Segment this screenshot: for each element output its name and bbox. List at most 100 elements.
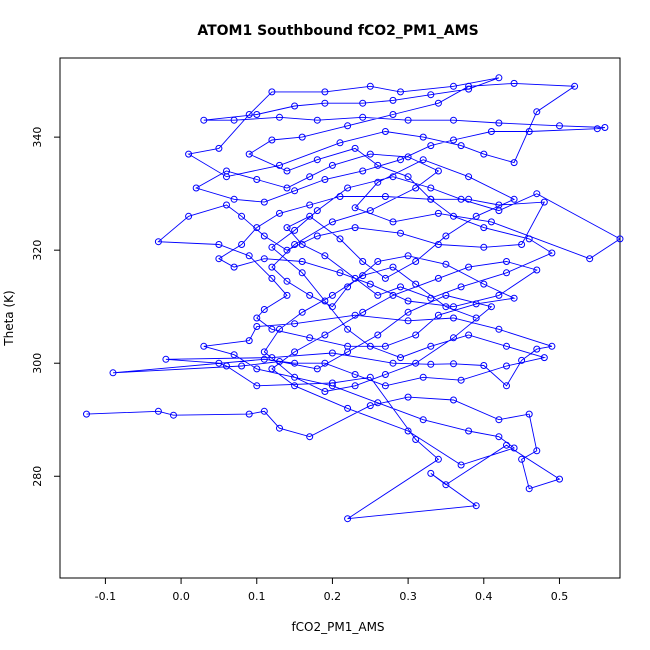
data-point <box>465 427 473 435</box>
data-point <box>465 195 473 203</box>
data-point <box>268 354 276 362</box>
x-tick-label: 0.0 <box>172 590 190 603</box>
data-point <box>434 209 442 217</box>
data-point <box>283 277 291 285</box>
data-point <box>215 359 223 367</box>
data-point <box>344 122 352 130</box>
data-point <box>230 351 238 359</box>
data-point <box>328 303 336 311</box>
data-point <box>306 212 314 220</box>
data-point <box>283 184 291 192</box>
data-point <box>192 184 200 192</box>
data-point <box>374 161 382 169</box>
data-point <box>321 176 329 183</box>
data-point <box>381 382 389 390</box>
data-point <box>313 232 321 240</box>
data-point <box>525 235 533 243</box>
y-axis: 280 300 320 340 <box>31 127 60 487</box>
data-point <box>366 280 374 288</box>
data-point <box>283 291 291 299</box>
data-point <box>412 184 420 192</box>
data-point <box>601 124 609 131</box>
data-point <box>465 263 473 271</box>
data-point <box>374 178 382 186</box>
data-point <box>495 416 503 424</box>
data-point <box>480 243 488 251</box>
data-point <box>427 469 435 477</box>
data-point <box>487 303 495 311</box>
data-point <box>397 156 404 164</box>
data-point <box>306 173 314 181</box>
data-point <box>260 232 268 240</box>
data-point <box>419 133 427 141</box>
data-point <box>457 283 465 291</box>
data-point <box>215 144 223 152</box>
data-point <box>374 258 382 265</box>
data-point <box>344 348 352 356</box>
data-point <box>404 317 412 325</box>
data-point <box>442 232 450 240</box>
data-point <box>154 407 162 415</box>
data-point <box>291 187 299 195</box>
data-point <box>185 150 193 158</box>
y-axis-label: Theta (K) <box>2 290 16 346</box>
data-point <box>268 136 276 144</box>
data-point <box>109 369 117 377</box>
data-point <box>457 376 465 384</box>
data-point <box>223 201 230 209</box>
data-point <box>389 173 397 181</box>
data-point <box>260 255 268 263</box>
data-point <box>510 195 518 203</box>
data-point <box>495 207 503 215</box>
data-point <box>321 252 329 260</box>
data-point <box>503 342 510 350</box>
x-tick-label: 0.5 <box>551 590 569 603</box>
data-point <box>230 116 238 124</box>
data-point <box>442 303 450 311</box>
data-point <box>291 382 299 390</box>
data-point <box>548 249 556 257</box>
data-point <box>465 173 473 181</box>
data-point <box>306 201 314 209</box>
plot-frame <box>59 57 621 579</box>
data-point <box>381 128 389 135</box>
data-point <box>495 119 503 127</box>
data-point <box>450 82 457 90</box>
data-point <box>268 325 276 333</box>
data-point <box>321 359 329 367</box>
data-point <box>253 382 261 390</box>
data-point <box>412 280 420 288</box>
data-point <box>518 241 526 248</box>
data-point <box>291 241 299 248</box>
data-point <box>427 184 435 192</box>
data-point <box>397 283 404 291</box>
data-point <box>495 433 503 441</box>
data-point <box>351 274 359 282</box>
data-point <box>533 266 541 274</box>
data-point <box>556 475 563 483</box>
data-point <box>351 204 359 212</box>
data-point <box>503 258 510 265</box>
data-point <box>83 410 90 418</box>
data-point <box>298 241 306 248</box>
data-point <box>291 320 299 328</box>
x-axis-label: fCO2_PM1_AMS <box>291 620 384 634</box>
data-point <box>480 362 488 369</box>
data-point <box>306 291 314 299</box>
chart-title: ATOM1 Southbound fCO2_PM1_AMS <box>197 23 478 39</box>
data-point <box>253 111 261 118</box>
data-point <box>230 195 238 203</box>
data-point <box>419 373 427 381</box>
data-point <box>336 139 344 147</box>
data-point <box>344 515 352 523</box>
x-tick-label: 0.4 <box>475 590 493 603</box>
data-point <box>427 142 435 150</box>
data-point <box>472 212 480 220</box>
data-point <box>328 379 336 387</box>
data-point <box>381 342 389 350</box>
data-point <box>503 441 510 449</box>
data-point <box>503 269 510 277</box>
data-point <box>427 294 435 302</box>
data-point <box>434 99 442 107</box>
